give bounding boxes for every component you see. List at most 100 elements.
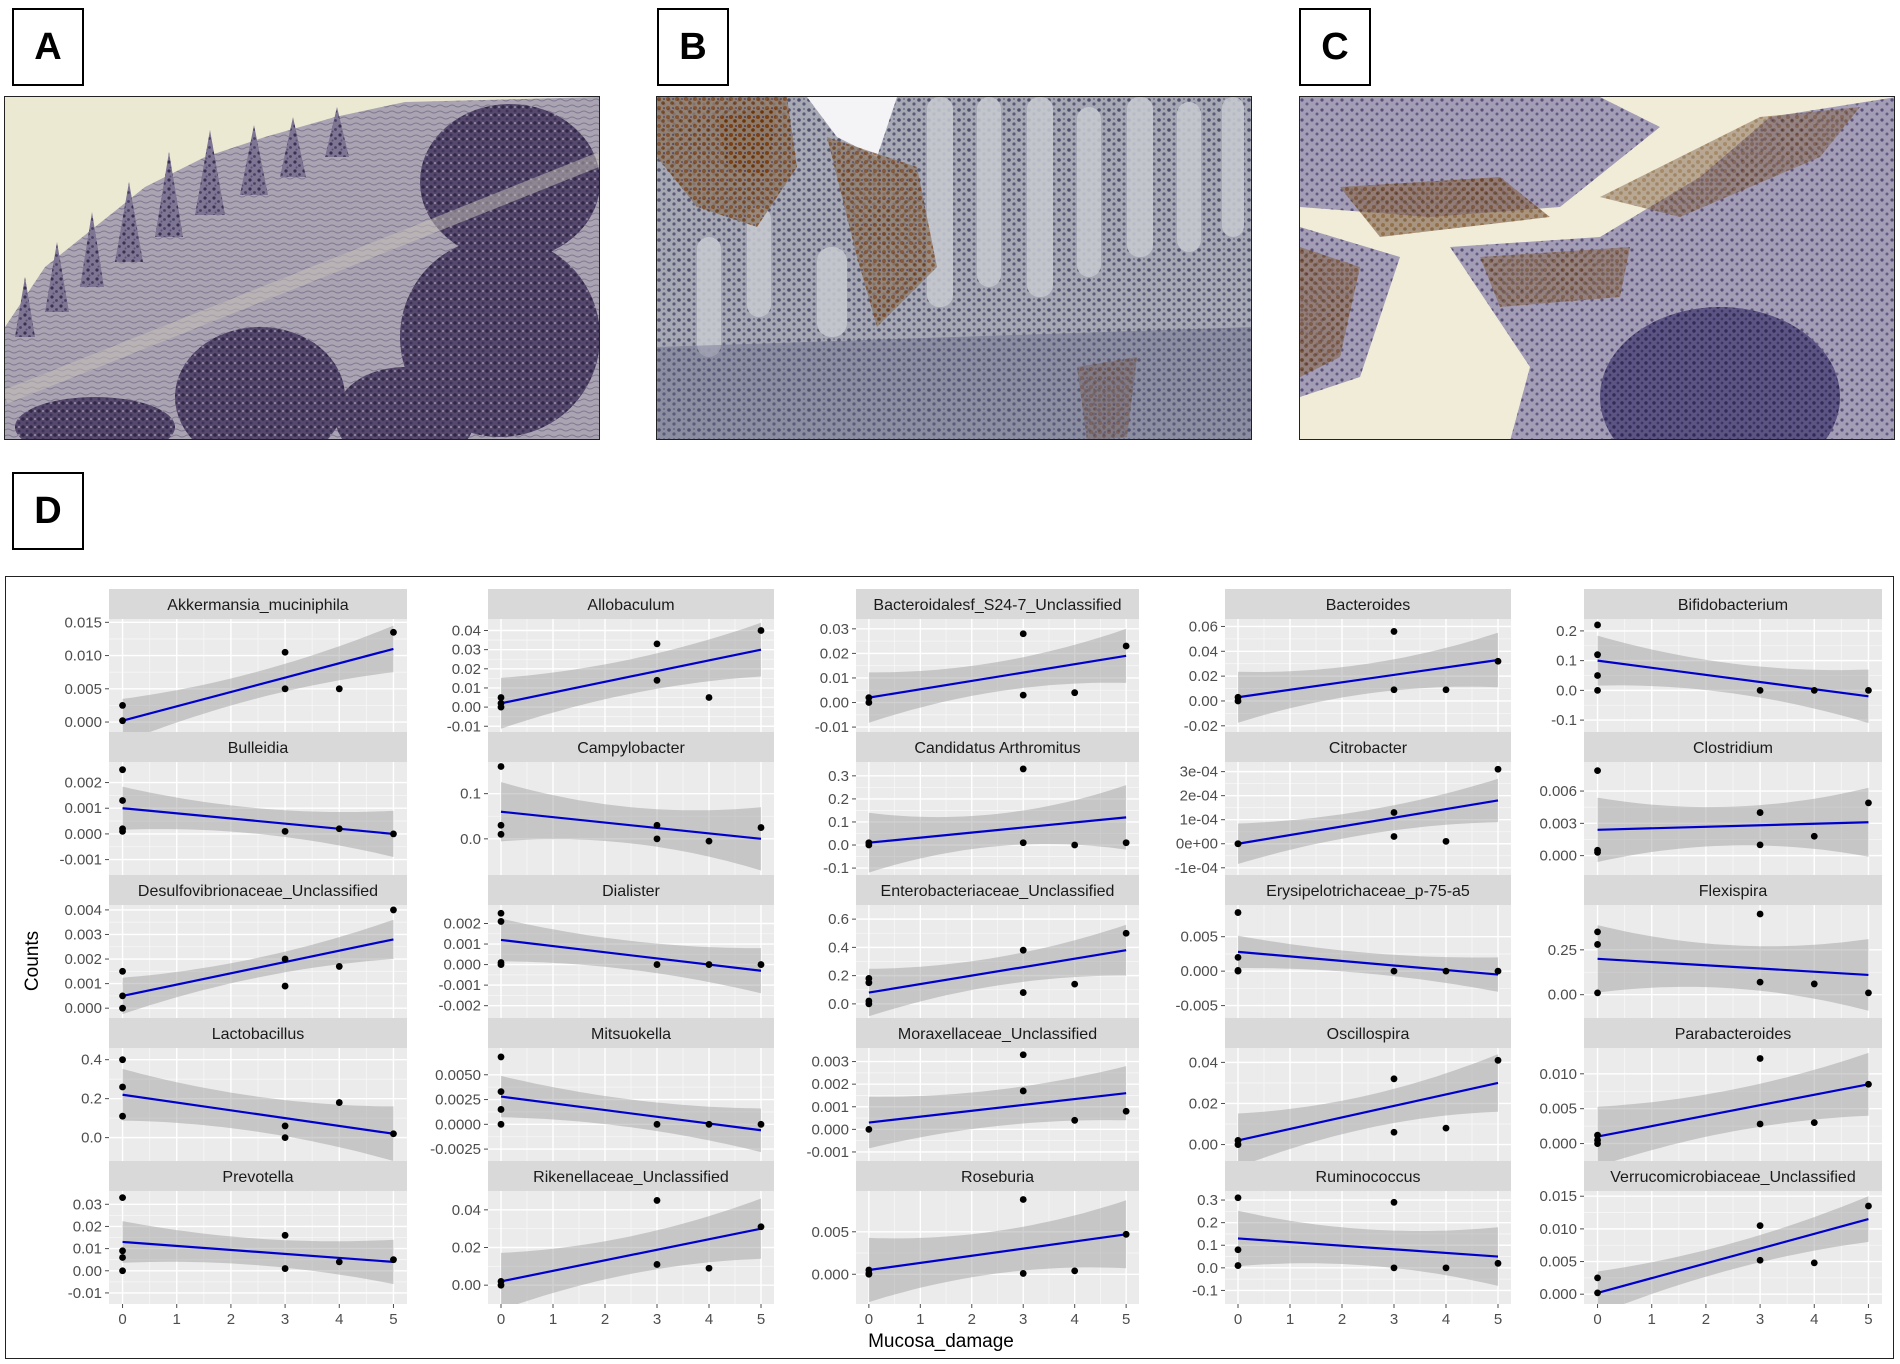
data-point (1071, 689, 1079, 697)
data-point (1594, 672, 1601, 679)
y-tick-label: 0.006 (1539, 783, 1577, 800)
y-tick-label: 0.1 (460, 786, 481, 803)
y-tick-label: 0.0000 (435, 1116, 481, 1133)
facet-title: Verrucomicrobiaceae_Unclassified (1610, 1169, 1855, 1186)
facet-title: Oscillospira (1327, 1026, 1410, 1043)
y-tick-label: 0.000 (1539, 1136, 1577, 1153)
data-point (497, 694, 505, 701)
data-point (1019, 989, 1027, 996)
facet-strip (856, 732, 1139, 762)
y-tick-label: 1e-04 (1180, 812, 1218, 829)
x-tick-label: 5 (389, 1311, 397, 1328)
x-tick-label: 2 (601, 1311, 609, 1328)
data-point (335, 963, 343, 970)
facet-Bulleidia: Bulleidia -0.001 0.000 0.001 0.002 (59, 732, 407, 875)
y-tick-label: 0.0025 (435, 1092, 481, 1109)
facet-strip (1225, 1161, 1511, 1191)
y-tick-label: 0.00 (73, 1263, 102, 1280)
data-point (1494, 1056, 1502, 1064)
data-point (1122, 1230, 1130, 1238)
regression-line (122, 1240, 394, 1263)
y-tick-label: 0.0 (81, 1130, 102, 1147)
confidence-band (868, 785, 1127, 873)
facet-strip (109, 732, 407, 762)
x-tick-label: 0 (1234, 1311, 1242, 1328)
y-tick-label: 0.02 (1189, 1095, 1218, 1112)
data-point (1494, 967, 1502, 975)
data-point (1019, 765, 1027, 773)
data-point (497, 909, 505, 917)
facet-Prevotella: Prevotella 0 1 2 3 4 5 -0.01 0.00 0.01 0.02 0.03 (68, 1161, 407, 1328)
y-tick-label: 0.6 (828, 911, 849, 928)
facet-Enterobacteriaceae_Unclassified: Enterobacteriaceae_Unclassified 0.0 0.2 0.4… (828, 875, 1139, 1018)
y-tick-label: -0.01 (68, 1285, 102, 1302)
x-tick-label: 3 (1019, 1311, 1027, 1328)
y-tick-label: 0.001 (64, 800, 102, 817)
facet-title: Erysipelotrichaceae_p-75-a5 (1266, 883, 1470, 900)
data-point (281, 648, 289, 656)
facet-strip (109, 1161, 407, 1191)
data-point (497, 821, 505, 829)
data-point (497, 918, 505, 925)
data-point (1810, 686, 1818, 694)
data-point (497, 1106, 505, 1113)
facet-title: Rikenellaceae_Unclassified (533, 1169, 729, 1186)
data-point (1442, 967, 1450, 975)
data-point (1234, 1141, 1242, 1148)
data-point (865, 1270, 873, 1278)
data-point (1865, 989, 1872, 997)
y-tick-label: 0.04 (452, 622, 481, 639)
data-point (119, 766, 126, 774)
facet-title: Moraxellaceae_Unclassified (898, 1026, 1097, 1043)
y-tick-label: 2e-04 (1180, 788, 1218, 805)
panel-label-a: A (12, 8, 84, 86)
regression-line (122, 938, 394, 997)
facet-Candidatus Arthromitus: Candidatus Arthromitus -0.1 0.0 0.1 0.2 0.3 (823, 732, 1139, 877)
data-point (390, 906, 397, 914)
data-point (1594, 941, 1601, 948)
y-tick-label: 0.01 (452, 680, 481, 697)
regression-line (1237, 799, 1499, 845)
facet-title: Desulfovibrionaceae_Unclassified (138, 883, 378, 900)
y-tick-label: 0.000 (1539, 1286, 1577, 1303)
data-point (1234, 1194, 1242, 1202)
micrograph-b (656, 96, 1252, 440)
y-tick-label: 0.000 (811, 1266, 849, 1283)
facet-strip (109, 1018, 407, 1048)
regression-line (500, 648, 762, 705)
data-point (119, 797, 126, 804)
data-point (1234, 1246, 1242, 1254)
y-tick-label: 0.0 (460, 831, 481, 848)
data-point (653, 676, 661, 684)
y-tick-label: -0.01 (815, 719, 849, 736)
regression-line (1237, 1081, 1499, 1142)
facet-grid-chart: Akkermansia_muciniphila0.0000.0050.0100.… (22, 589, 1882, 1352)
facet-strip (856, 1161, 1139, 1191)
data-point (1442, 837, 1450, 845)
y-tick-label: 0.3 (828, 768, 849, 785)
y-tick-label: 0.1 (1197, 1237, 1218, 1254)
data-point (119, 1254, 126, 1261)
data-point (119, 1004, 126, 1012)
y-tick-label: 0.04 (1189, 1054, 1218, 1071)
data-point (1594, 686, 1601, 694)
data-point (1594, 651, 1601, 659)
data-point (1390, 809, 1398, 816)
x-tick-label: 4 (1442, 1311, 1450, 1328)
y-tick-label: 0.04 (1189, 643, 1218, 660)
facet-Campylobacter: Campylobacter 0.0 0.1 (460, 732, 774, 875)
data-point (705, 1264, 713, 1272)
y-tick-label: 0.2 (828, 968, 849, 985)
facet-title: Lactobacillus (212, 1026, 305, 1043)
data-point (865, 694, 873, 702)
facet-strip (109, 875, 407, 905)
data-point (1594, 1289, 1601, 1297)
y-tick-label: 0.3 (1197, 1192, 1218, 1209)
facet-Flexispira: Flexispira 0.00 0.25 (1548, 875, 1882, 1018)
y-tick-label: 0.000 (64, 826, 102, 843)
y-tick-label: 0.004 (64, 902, 102, 919)
data-point (119, 1056, 126, 1064)
y-tick-label: 0.002 (64, 775, 102, 792)
facet-title: Allobaculum (587, 597, 674, 614)
data-point (497, 1120, 505, 1128)
